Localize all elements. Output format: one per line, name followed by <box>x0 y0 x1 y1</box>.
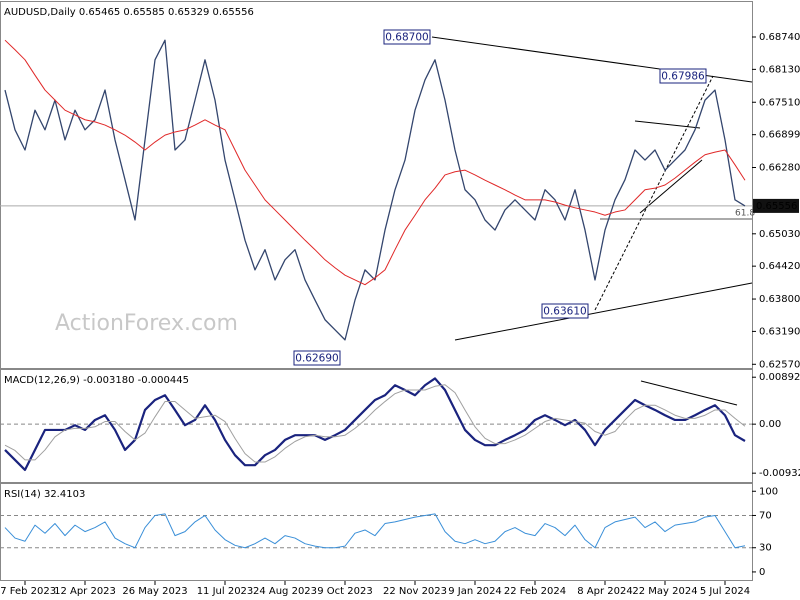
annotation: 0.63610 <box>541 303 589 319</box>
rsi-panel-frame <box>0 483 753 581</box>
annotation-label: 0.67986 <box>661 71 705 83</box>
y-tick-label: 0.66899 <box>759 130 800 141</box>
watermark: ActionForex.com <box>55 311 238 336</box>
trendlines <box>431 36 753 406</box>
trendline <box>594 75 714 311</box>
annotation: 0.68700 <box>383 29 431 45</box>
y-tick-label: 0.67510 <box>759 97 800 108</box>
panel-title: MACD(12,26,9) -0.003180 -0.000445 <box>4 375 189 386</box>
annotation-label: 0.63610 <box>543 306 586 318</box>
annotation-label: 0.68700 <box>385 32 428 44</box>
trendline <box>639 159 703 214</box>
x-tick-label: 8 Apr 2024 <box>577 586 632 597</box>
y-tick-label: 0.68740 <box>759 32 800 43</box>
x-tick-label: 22 May 2024 <box>632 586 697 597</box>
y-tick-label: 70 <box>759 510 772 521</box>
y-tick-label: 0.68130 <box>759 64 800 75</box>
annotation: 0.62690 <box>293 350 341 366</box>
trendline <box>640 380 738 406</box>
macd-panel-frame <box>0 369 753 483</box>
series-line <box>4 384 746 463</box>
annotation: 0.67986 <box>659 68 707 84</box>
y-tick-label: 0.63800 <box>759 294 800 305</box>
x-tick-label: 22 Feb 2024 <box>504 586 566 597</box>
y-tick-label: -0.009321 <box>759 468 800 479</box>
y-tick-label: 0.63190 <box>759 326 800 337</box>
x-tick-label: 11 Jul 2023 <box>197 586 254 597</box>
y-tick-label: 0.66280 <box>759 162 800 173</box>
y-tick-label: 0.008929 <box>759 372 800 383</box>
series-line <box>4 39 746 341</box>
annotation-label: 0.62690 <box>295 353 338 365</box>
y-tick-label: 0.64420 <box>759 261 800 272</box>
x-tick-label: 12 Apr 2023 <box>54 586 116 597</box>
y-tick-label: 0.65030 <box>759 229 800 240</box>
series-line <box>4 513 746 549</box>
trendline <box>634 120 701 129</box>
y-tick-label: 100 <box>759 486 778 497</box>
last-price-label: 0.65556 <box>756 201 797 212</box>
series-line <box>4 377 746 472</box>
y-tick-label: 0.00 <box>759 419 781 430</box>
x-tick-label: 26 May 2023 <box>122 586 187 597</box>
series-line <box>4 39 746 286</box>
y-tick-label: 0.62570 <box>759 359 800 370</box>
x-tick-label: 5 Jul 2024 <box>700 586 750 597</box>
fib-label: 61.8 <box>735 209 755 219</box>
x-tick-label: 9 Jan 2024 <box>448 586 502 597</box>
trendline <box>454 282 753 341</box>
x-tick-label: 27 Feb 2023 <box>0 586 56 597</box>
y-tick-label: 0 <box>759 567 765 578</box>
panel-title: RSI(14) 32.4103 <box>4 489 85 500</box>
panel-title: AUDUSD,Daily 0.65465 0.65585 0.65329 0.6… <box>4 7 254 18</box>
price-panel-frame <box>0 1 753 369</box>
last-price-box <box>753 198 799 213</box>
x-tick-label: 9 Oct 2023 <box>317 586 372 597</box>
x-tick-label: 22 Nov 2023 <box>383 586 447 597</box>
y-tick-label: 30 <box>759 543 772 554</box>
x-tick-label: 24 Aug 2023 <box>253 586 317 597</box>
